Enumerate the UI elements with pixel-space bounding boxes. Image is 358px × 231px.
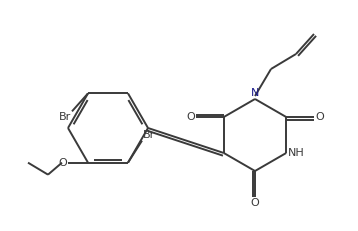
Text: N: N	[251, 88, 259, 98]
Text: Br: Br	[143, 130, 155, 140]
Text: NH: NH	[288, 148, 305, 158]
Text: O: O	[315, 112, 324, 122]
Text: O: O	[58, 158, 67, 168]
Text: Br: Br	[59, 112, 71, 122]
Text: O: O	[251, 198, 260, 208]
Text: O: O	[186, 112, 195, 122]
